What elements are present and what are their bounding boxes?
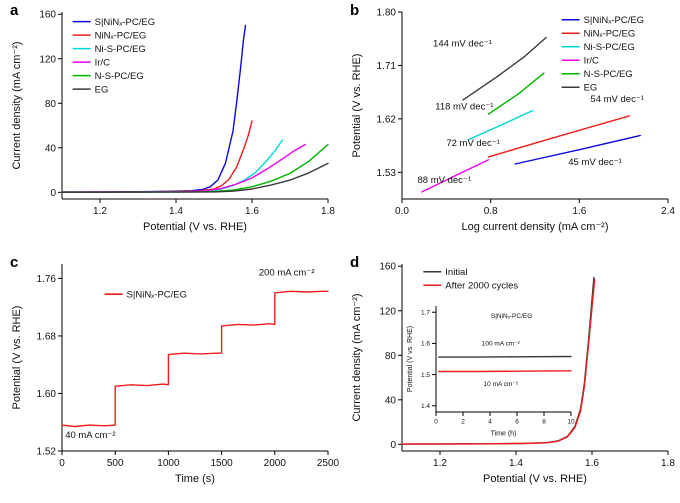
svg-text:1.6: 1.6 [421, 341, 430, 348]
chart-a-lsv-polarization: 1.2 1.4 1.6 1.8 0 40 80 120 160 Potential (V vs. … [11, 10, 335, 233]
svg-text:Ir/C: Ir/C [584, 56, 599, 67]
chart-c-chronopotentiometry-steps: 0 500 1000 1500 2000 2500 1.52 1.60 1.68 1.76 Time… [11, 264, 340, 485]
svg-text:200 mA cm⁻²: 200 mA cm⁻² [259, 268, 315, 279]
svg-text:Current density (mA cm⁻²): Current density (mA cm⁻²) [11, 41, 23, 169]
svg-text:1.62: 1.62 [377, 114, 397, 125]
svg-text:1.2: 1.2 [93, 206, 107, 217]
svg-text:NiNₓ-PC/EG: NiNₓ-PC/EG [584, 29, 636, 40]
svg-text:45 mV dec⁻¹: 45 mV dec⁻¹ [568, 157, 622, 168]
svg-text:1.4: 1.4 [421, 403, 430, 410]
svg-text:0: 0 [434, 419, 438, 426]
svg-text:0.8: 0.8 [484, 206, 498, 217]
svg-text:1.5: 1.5 [421, 372, 430, 379]
svg-text:144 mV dec⁻¹: 144 mV dec⁻¹ [433, 38, 492, 49]
svg-text:1.71: 1.71 [377, 61, 397, 72]
panel-letter-b: b [350, 2, 360, 19]
svg-text:Potential (V vs. RHE): Potential (V vs. RHE) [407, 326, 414, 392]
panel-letter-c: c [10, 254, 19, 271]
svg-text:Time (h): Time (h) [491, 431, 517, 438]
svg-text:1.76: 1.76 [37, 274, 57, 285]
svg-text:40: 40 [385, 395, 397, 406]
svg-text:10: 10 [567, 419, 575, 426]
svg-text:Potential (V vs. RHE): Potential (V vs. RHE) [351, 54, 363, 158]
svg-text:6: 6 [515, 419, 519, 426]
svg-text:S|NiNₓ-PC/EG: S|NiNₓ-PC/EG [127, 290, 187, 301]
svg-text:1.53: 1.53 [377, 168, 397, 179]
svg-text:1.6: 1.6 [245, 206, 259, 217]
svg-text:Ir/C: Ir/C [95, 57, 110, 68]
svg-text:1.60: 1.60 [37, 389, 57, 400]
svg-text:1500: 1500 [210, 458, 233, 469]
panel-b: b 0.0 0.8 1.6 2.4 1.53 1.62 1.71 1.80 Log curren… [340, 0, 680, 251]
svg-text:2500: 2500 [317, 458, 340, 469]
svg-text:8: 8 [542, 419, 546, 426]
svg-text:After 2000 cycles: After 2000 cycles [445, 281, 518, 292]
svg-text:Ni-S-PC/EG: Ni-S-PC/EG [95, 44, 146, 55]
svg-text:120: 120 [39, 54, 56, 65]
svg-text:1.80: 1.80 [377, 8, 397, 19]
svg-text:S|NiNₓ-PC/EG: S|NiNₓ-PC/EG [95, 17, 155, 28]
panel-c: c 0 500 1000 1500 2000 2500 1.52 1.60 1.68 1.76 Ti… [0, 252, 340, 503]
svg-text:Log current density (mA cm⁻²): Log current density (mA cm⁻²) [461, 221, 608, 233]
svg-text:0: 0 [50, 188, 56, 199]
svg-text:1.68: 1.68 [37, 331, 57, 342]
svg-text:0.0: 0.0 [395, 206, 409, 217]
svg-text:80: 80 [45, 99, 57, 110]
svg-text:Initial: Initial [445, 267, 467, 278]
svg-text:120: 120 [379, 306, 396, 317]
panel-d: d 1.2 1.4 1.6 1.8 0 40 80 120 160 Potential (V vs… [340, 252, 680, 503]
svg-text:1.52: 1.52 [37, 447, 57, 458]
svg-text:80: 80 [385, 351, 397, 362]
svg-text:Potential (V vs. RHE): Potential (V vs. RHE) [11, 306, 23, 410]
svg-text:0: 0 [59, 458, 65, 469]
svg-text:40 mA cm⁻²: 40 mA cm⁻² [65, 430, 115, 441]
svg-text:1.8: 1.8 [321, 206, 335, 217]
svg-text:4: 4 [488, 419, 492, 426]
svg-text:Current density (mA cm⁻²): Current density (mA cm⁻²) [351, 293, 363, 421]
panel-d-inset: 0 2 4 6 8 10 1.4 1.5 1.6 1.7 Time (h) Potential (V … [404, 294, 575, 440]
svg-text:0: 0 [390, 440, 396, 451]
chart-b-tafel-plot: 0.0 0.8 1.6 2.4 1.53 1.62 1.71 1.80 Log current … [351, 8, 675, 234]
svg-text:100 mA cm⁻²: 100 mA cm⁻² [482, 340, 521, 347]
svg-text:EG: EG [95, 84, 109, 95]
svg-text:1.6: 1.6 [585, 458, 599, 469]
svg-text:2.4: 2.4 [661, 206, 675, 217]
svg-text:EG: EG [584, 83, 598, 94]
panel-a: a 1.2 1.4 1.6 1.8 0 40 80 120 160 Potential (V vs… [0, 0, 340, 251]
svg-text:118 mV dec⁻¹: 118 mV dec⁻¹ [435, 101, 493, 112]
chart-d-inset-chronopotentiometry: 0 2 4 6 8 10 1.4 1.5 1.6 1.7 Time (h) Potential (V … [407, 306, 575, 438]
svg-text:40: 40 [45, 143, 57, 154]
svg-text:88 mV dec⁻¹: 88 mV dec⁻¹ [418, 175, 472, 186]
svg-text:S|NiNₓ-PC/EG: S|NiNₓ-PC/EG [491, 313, 532, 320]
svg-text:Ni-S-PC/EG: Ni-S-PC/EG [584, 42, 635, 53]
svg-text:Time (s): Time (s) [175, 473, 215, 485]
svg-text:160: 160 [379, 262, 396, 273]
svg-text:1.8: 1.8 [661, 458, 675, 469]
svg-text:54 mV dec⁻¹: 54 mV dec⁻¹ [590, 94, 644, 105]
svg-text:160: 160 [39, 10, 56, 21]
svg-text:1.4: 1.4 [509, 458, 523, 469]
svg-text:72 mV dec⁻¹: 72 mV dec⁻¹ [446, 138, 500, 149]
panel-letter-d: d [350, 254, 360, 271]
panel-letter-a: a [10, 2, 19, 19]
svg-text:500: 500 [107, 458, 124, 469]
svg-text:10 mA cm⁻²: 10 mA cm⁻² [484, 381, 519, 388]
svg-text:1.6: 1.6 [572, 206, 586, 217]
svg-text:S|NiNₓ-PC/EG: S|NiNₓ-PC/EG [584, 15, 644, 26]
svg-text:1.7: 1.7 [421, 310, 430, 317]
svg-text:N-S-PC/EG: N-S-PC/EG [95, 71, 144, 82]
svg-text:2000: 2000 [264, 458, 287, 469]
svg-text:1.4: 1.4 [169, 206, 183, 217]
svg-text:1000: 1000 [157, 458, 180, 469]
svg-text:1.2: 1.2 [433, 458, 447, 469]
svg-text:Potential (V vs. RHE): Potential (V vs. RHE) [483, 473, 587, 485]
svg-text:N-S-PC/EG: N-S-PC/EG [584, 69, 633, 80]
svg-text:NiNₓ-PC/EG: NiNₓ-PC/EG [95, 30, 147, 41]
svg-text:2: 2 [461, 419, 465, 426]
svg-text:Potential (V vs. RHE): Potential (V vs. RHE) [143, 221, 247, 233]
